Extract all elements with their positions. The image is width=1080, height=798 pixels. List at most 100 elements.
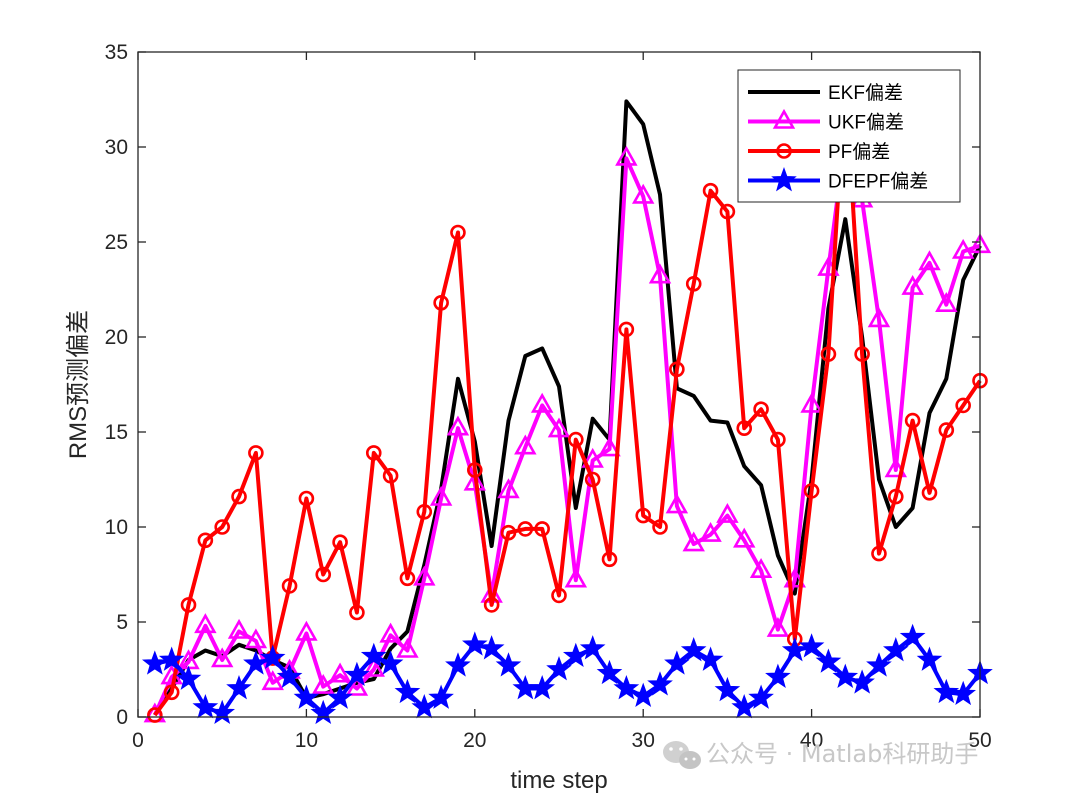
data-point: [581, 447, 604, 468]
data-point: [495, 652, 522, 677]
x-tick-label: 50: [968, 729, 991, 752]
y-tick-label: 5: [116, 611, 128, 634]
data-point: [345, 675, 369, 696]
data-point: [446, 415, 470, 436]
y-tick-label: 15: [105, 421, 128, 444]
data-point: [310, 699, 337, 725]
data-point: [295, 620, 318, 641]
legend-label: DFEPF偏差: [828, 171, 928, 193]
data-point: [226, 675, 252, 700]
x-tick-label: 30: [632, 729, 655, 752]
data-point: [483, 597, 500, 613]
data-point: [584, 471, 601, 488]
data-point: [214, 519, 230, 535]
data-point: [209, 699, 235, 725]
data-point: [748, 684, 774, 709]
x-axis-label: time step: [510, 767, 607, 794]
data-point: [938, 422, 955, 438]
data-point: [445, 652, 471, 677]
data-point: [921, 484, 938, 501]
data-point: [832, 663, 859, 688]
data-point: [180, 597, 197, 613]
data-point: [648, 263, 672, 284]
series-layer: [142, 72, 993, 725]
data-point: [901, 274, 924, 295]
data-point: [664, 650, 690, 675]
y-axis-label: RMS预测偏差: [65, 310, 92, 459]
data-point: [231, 488, 247, 505]
data-point: [933, 678, 960, 704]
data-point: [579, 635, 606, 660]
data-point: [598, 436, 621, 457]
data-point: [770, 431, 786, 448]
data-point: [298, 490, 315, 507]
data-point: [210, 647, 234, 668]
data-point: [293, 684, 320, 709]
data-point: [517, 521, 534, 537]
data-point: [904, 412, 921, 429]
y-tick-label: 25: [105, 231, 128, 254]
data-point: [416, 503, 433, 520]
data-point: [394, 678, 421, 704]
data-point: [731, 694, 758, 719]
data-point: [803, 483, 820, 499]
data-point: [716, 502, 739, 523]
data-point: [344, 661, 370, 687]
data-point: [547, 417, 571, 438]
data-point: [428, 684, 454, 709]
data-point: [719, 203, 736, 220]
data-point: [360, 642, 387, 668]
y-tick-label: 35: [105, 41, 128, 64]
data-point: [362, 656, 385, 677]
data-point: [613, 675, 640, 700]
data-point: [248, 445, 264, 461]
y-tick-label: 0: [116, 706, 128, 729]
y-tick-label: 20: [105, 326, 128, 349]
x-tick-label: 20: [463, 729, 486, 752]
data-point: [529, 675, 555, 700]
data-point: [514, 434, 537, 455]
data-point: [377, 650, 404, 675]
data-point: [951, 238, 975, 259]
data-point: [697, 646, 724, 671]
data-point: [142, 650, 168, 675]
data-point: [682, 531, 705, 552]
data-point: [630, 682, 656, 707]
data-point: [462, 631, 488, 656]
data-point: [765, 663, 791, 688]
data-point: [327, 684, 353, 709]
data-point: [413, 565, 436, 586]
data-point: [753, 401, 769, 418]
data-point: [259, 644, 286, 669]
legend-items: EKF偏差 UKF偏差 PF偏差 DFEPF偏差: [748, 82, 928, 193]
data-point: [197, 532, 214, 549]
data-point: [312, 673, 335, 694]
data-point: [349, 604, 365, 621]
legend-marker: [772, 108, 796, 129]
data-point: [500, 524, 517, 541]
data-point: [669, 361, 685, 378]
data-point: [379, 622, 402, 643]
data-point: [916, 646, 943, 671]
data-point: [866, 652, 892, 677]
legend-label: PF偏差: [828, 141, 890, 163]
legend-label: EKF偏差: [828, 82, 903, 104]
data-point: [429, 485, 453, 506]
data-point: [699, 521, 722, 542]
data-point: [800, 392, 823, 413]
legend-item: PF偏差: [748, 141, 890, 163]
data-point: [396, 637, 419, 658]
data-point: [871, 545, 887, 562]
data-point: [749, 558, 773, 578]
data-point: [261, 670, 284, 691]
data-point: [733, 527, 756, 548]
data-point: [935, 292, 958, 312]
data-point: [192, 694, 219, 719]
x-tick-label: 10: [295, 729, 318, 752]
data-point: [652, 519, 668, 535]
data-point: [883, 637, 909, 662]
legend-item: UKF偏差: [748, 108, 904, 134]
data-point: [647, 671, 673, 696]
data-point: [564, 567, 588, 588]
